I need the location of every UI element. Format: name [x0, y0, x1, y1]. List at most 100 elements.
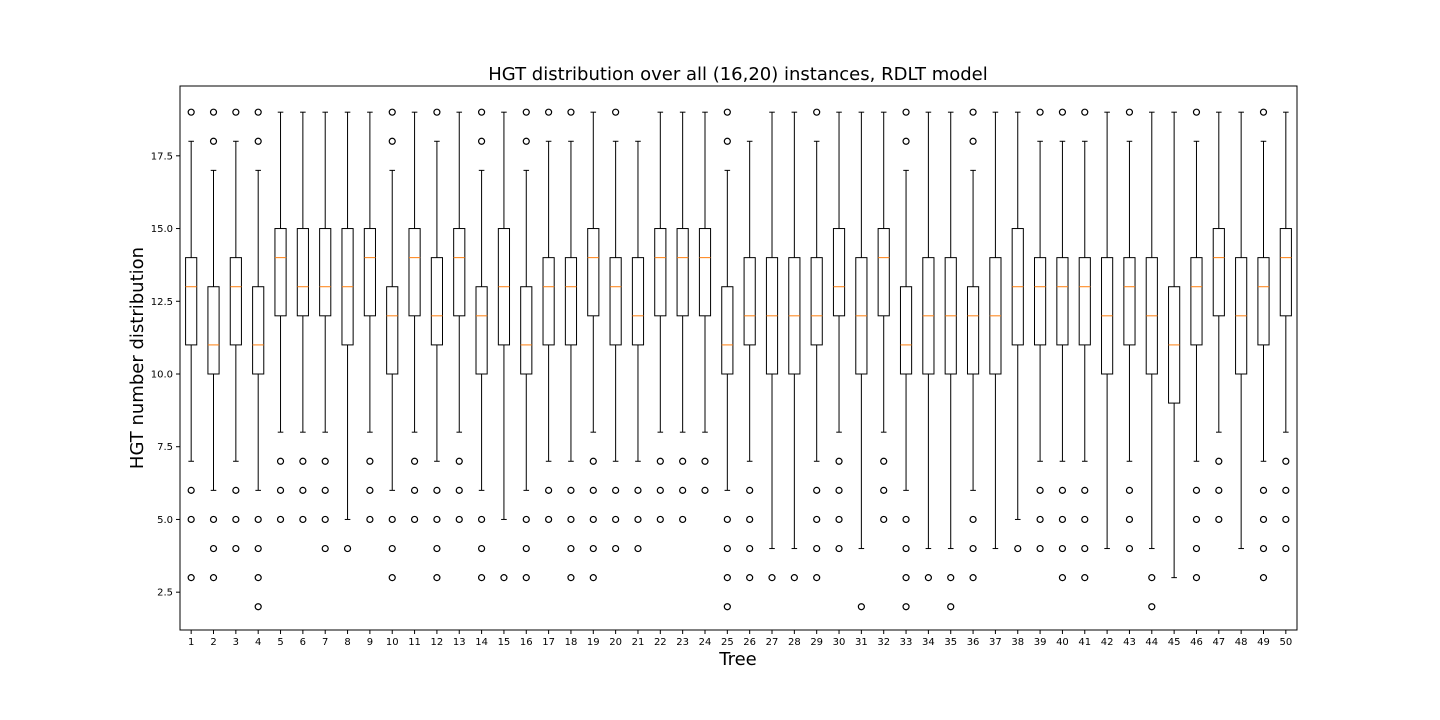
flier-point	[634, 515, 642, 524]
x-tick-label: 21	[632, 637, 645, 648]
box	[520, 286, 533, 375]
flier-point	[321, 544, 329, 553]
x-tick-label: 30	[833, 637, 846, 648]
x-axis-label: Tree	[718, 649, 757, 670]
flier-point	[835, 486, 843, 494]
flier-point	[1259, 574, 1268, 582]
flier-point	[902, 108, 910, 116]
flier-point	[612, 486, 620, 494]
y-tick-label: 17.5	[151, 151, 173, 162]
flier-point	[723, 137, 731, 145]
flier-point	[813, 574, 821, 582]
box	[698, 228, 712, 317]
x-tick-label: 49	[1257, 637, 1270, 648]
flier-point	[1036, 486, 1044, 494]
x-tick-label: 42	[1101, 637, 1114, 648]
flier-point	[1036, 544, 1044, 553]
flier-point	[746, 515, 754, 524]
flier-point	[232, 544, 240, 553]
flier-point	[567, 108, 575, 116]
flier-point	[433, 108, 441, 116]
flier-point	[455, 457, 463, 465]
x-tick-label: 48	[1235, 637, 1248, 648]
flier-point	[209, 108, 218, 116]
flier-point	[589, 486, 597, 494]
flier-point	[1058, 108, 1067, 116]
flier-point	[768, 574, 776, 582]
flier-point	[1125, 544, 1134, 553]
flier-point	[589, 574, 597, 582]
flier-point	[209, 574, 218, 582]
x-tick-label: 29	[810, 637, 823, 648]
flier-point	[679, 515, 687, 524]
box	[810, 257, 823, 346]
flier-point	[1215, 486, 1223, 494]
flier-point	[477, 108, 486, 116]
flier-point	[1192, 108, 1201, 116]
box	[721, 286, 734, 375]
flier-point	[366, 486, 374, 494]
flier-point	[1058, 515, 1067, 524]
flier-point	[1058, 574, 1067, 582]
y-tick-label: 7.5	[157, 442, 173, 453]
x-tick-label: 43	[1123, 637, 1136, 648]
x-tick-label: 17	[542, 637, 555, 648]
flier-point	[656, 486, 664, 494]
flier-point	[656, 457, 664, 465]
y-tick-label: 12.5	[151, 297, 173, 308]
flier-point	[522, 574, 530, 582]
flier-point	[276, 457, 285, 465]
flier-point	[813, 544, 821, 553]
flier-point	[388, 574, 396, 582]
y-tick-label: 5.0	[157, 515, 173, 526]
flier-point	[433, 544, 441, 553]
box	[542, 257, 555, 346]
y-tick-label: 15.0	[151, 224, 173, 235]
flier-point	[880, 486, 888, 494]
flier-point	[813, 486, 821, 494]
flier-point	[567, 486, 575, 494]
x-tick-label: 11	[408, 637, 421, 648]
x-tick-label: 32	[877, 637, 890, 648]
flier-point	[254, 515, 262, 524]
box	[966, 286, 980, 375]
flier-point	[723, 544, 731, 553]
flier-point	[969, 515, 977, 524]
flier-point	[835, 515, 843, 524]
axes-frame	[179, 85, 1298, 631]
flier-point	[1081, 108, 1089, 116]
box	[475, 286, 488, 375]
flier-point	[813, 515, 821, 524]
box	[1257, 257, 1270, 346]
x-tick-label: 26	[743, 637, 756, 648]
flier-point	[232, 515, 240, 524]
flier-point	[187, 486, 195, 494]
flier-point	[1125, 486, 1134, 494]
box	[1078, 257, 1091, 346]
flier-point	[321, 457, 329, 465]
flier-point	[679, 486, 687, 494]
flier-point	[1282, 486, 1290, 494]
x-tick-label: 16	[520, 637, 533, 648]
flier-point	[1282, 515, 1290, 524]
box	[1034, 257, 1047, 346]
box	[877, 228, 890, 317]
box	[453, 228, 466, 317]
box	[564, 257, 578, 346]
x-tick-label: 36	[967, 637, 980, 648]
flier-point	[589, 515, 597, 524]
x-tick-label: 46	[1190, 637, 1203, 648]
x-tick-label: 44	[1145, 637, 1158, 648]
flier-point	[1125, 108, 1134, 116]
flier-point	[1259, 108, 1268, 116]
y-axis-label: HGT number distribution	[127, 247, 148, 469]
flier-point	[410, 486, 419, 494]
flier-point	[522, 108, 530, 116]
x-tick-label: 34	[922, 637, 935, 648]
flier-point	[701, 457, 709, 465]
x-tick-label: 47	[1212, 637, 1225, 648]
x-tick-label: 4	[255, 637, 261, 648]
flier-point	[410, 457, 419, 465]
x-tick-label: 7	[322, 637, 328, 648]
